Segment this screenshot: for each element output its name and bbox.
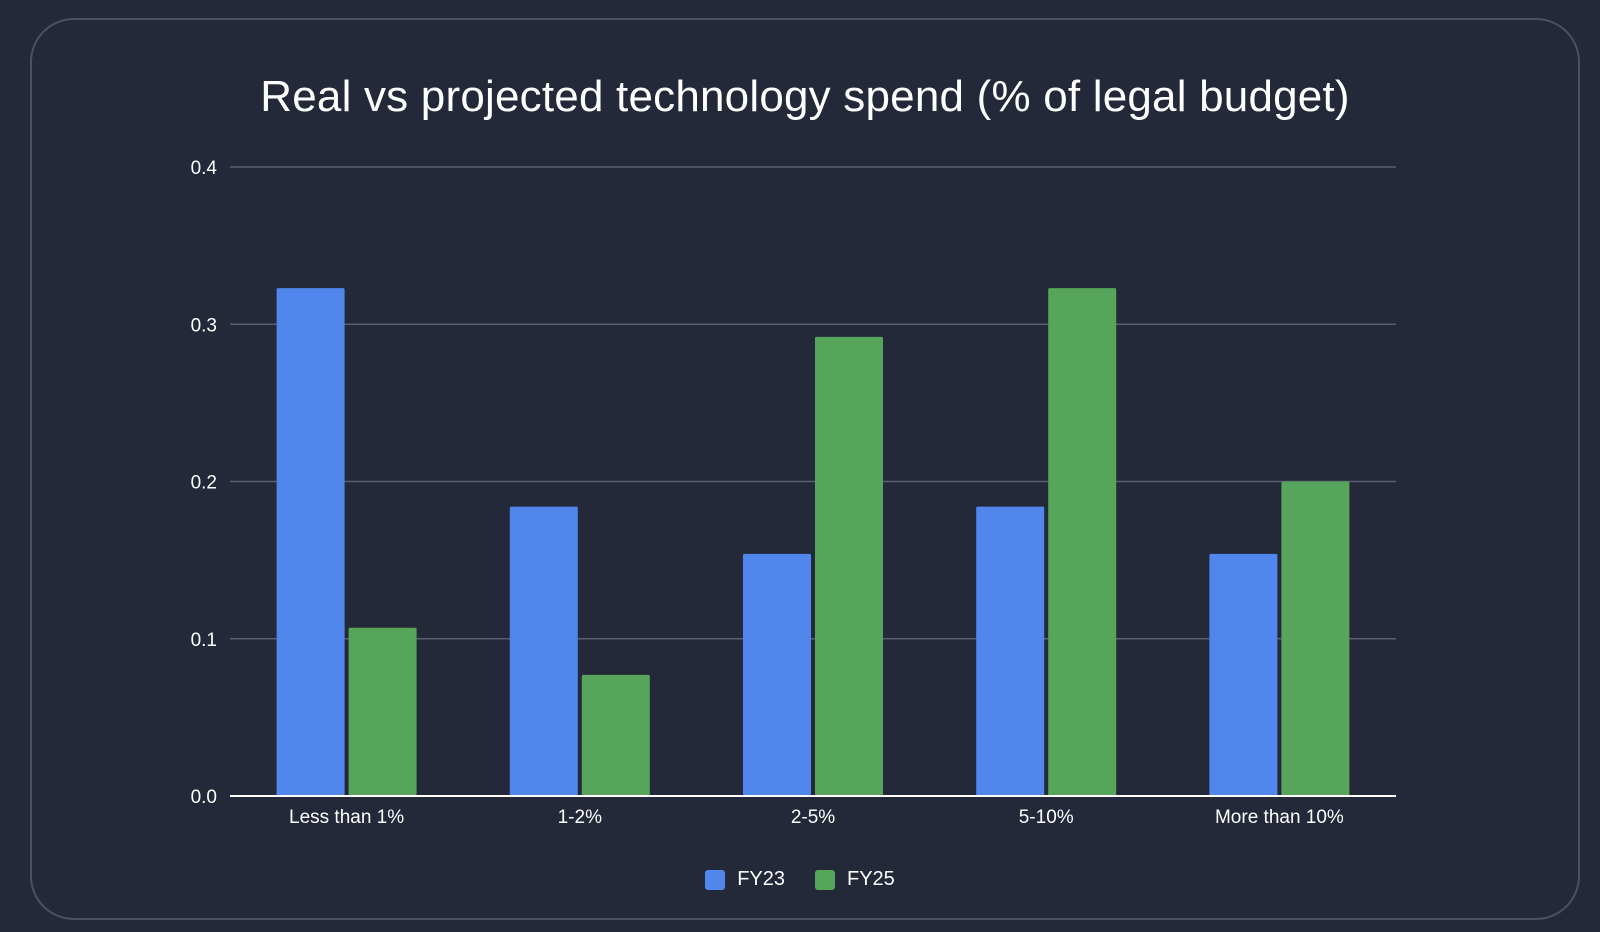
y-tick-label: 0.4 <box>191 158 218 179</box>
legend: FY23 FY25 <box>0 868 1600 891</box>
bar-fy23[interactable] <box>509 506 578 796</box>
bar-fy25[interactable] <box>1048 288 1117 796</box>
bar-fy23[interactable] <box>743 553 811 796</box>
bar-fy23[interactable] <box>1209 553 1278 796</box>
legend-item-fy25[interactable]: FY25 <box>815 868 895 891</box>
bar-fy23[interactable] <box>976 506 1045 796</box>
legend-swatch-fy25 <box>815 869 835 890</box>
bar-fy25[interactable] <box>348 627 417 796</box>
x-tick-label: 1-2% <box>558 807 602 828</box>
bar-fy25[interactable] <box>1281 481 1350 797</box>
y-tick-label: 0.1 <box>191 630 217 651</box>
x-axis-ticks: Less than 1% 1-2% 2-5% 5-10% More than 10% <box>289 807 1344 828</box>
y-tick-label: 0.3 <box>191 315 217 336</box>
x-tick-label: 5-10% <box>1019 807 1074 828</box>
y-axis-ticks: 0.0 0.1 0.2 0.3 0.4 <box>191 158 218 808</box>
y-tick-label: 0.2 <box>191 473 217 494</box>
x-tick-label: 2-5% <box>791 807 835 828</box>
legend-item-fy23[interactable]: FY23 <box>705 868 785 891</box>
x-tick-label: Less than 1% <box>289 807 404 828</box>
chart-title: Real vs projected technology spend (% of… <box>260 72 1350 121</box>
legend-swatch-fy23 <box>705 869 726 890</box>
gridlines <box>230 166 1396 640</box>
x-tick-label: More than 10% <box>1215 807 1344 828</box>
bar-fy25[interactable] <box>581 674 650 796</box>
bars <box>276 288 1350 797</box>
legend-label-fy23: FY23 <box>737 868 785 890</box>
y-tick-label: 0.0 <box>191 787 217 808</box>
legend-label-fy25: FY25 <box>847 868 895 890</box>
bar-fy23[interactable] <box>276 288 345 796</box>
bar-fy25[interactable] <box>815 336 883 796</box>
